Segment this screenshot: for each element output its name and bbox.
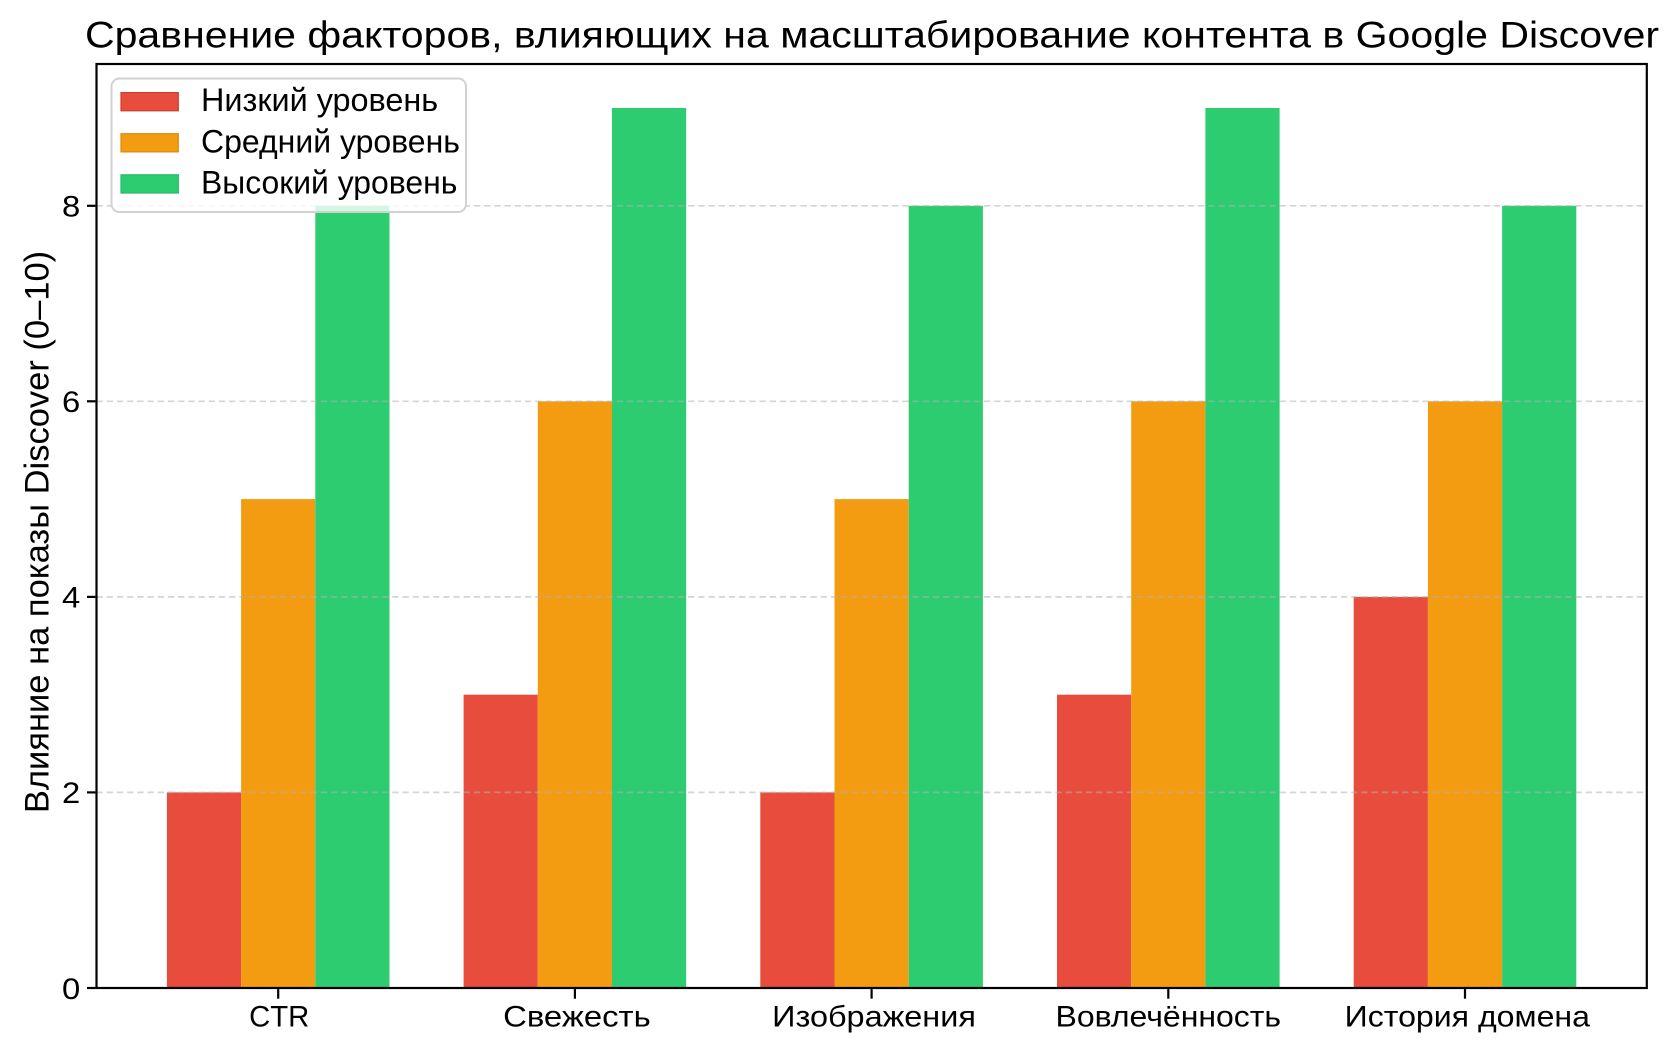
svg-text:Сравнение факторов, влияющих н: Сравнение факторов, влияющих на масштаби…: [85, 14, 1659, 56]
svg-text:0: 0: [62, 972, 80, 1005]
svg-text:Вовлечённость: Вовлечённость: [1056, 1001, 1282, 1033]
svg-text:CTR: CTR: [249, 1001, 309, 1034]
svg-text:4: 4: [62, 581, 80, 614]
svg-text:6: 6: [62, 386, 80, 419]
svg-text:2: 2: [62, 777, 80, 810]
svg-text:Изображения: Изображения: [772, 1000, 976, 1033]
svg-text:История домена: История домена: [1345, 1000, 1591, 1033]
svg-text:Высокий уровень: Высокий уровень: [201, 164, 457, 200]
svg-text:Влияние на показы Discover (0–: Влияние на показы Discover (0–10): [18, 251, 56, 813]
svg-text:Низкий уровень: Низкий уровень: [201, 82, 438, 118]
svg-text:Свежесть: Свежесть: [503, 1000, 651, 1033]
svg-text:Средний уровень: Средний уровень: [201, 123, 460, 159]
svg-text:8: 8: [62, 190, 80, 223]
